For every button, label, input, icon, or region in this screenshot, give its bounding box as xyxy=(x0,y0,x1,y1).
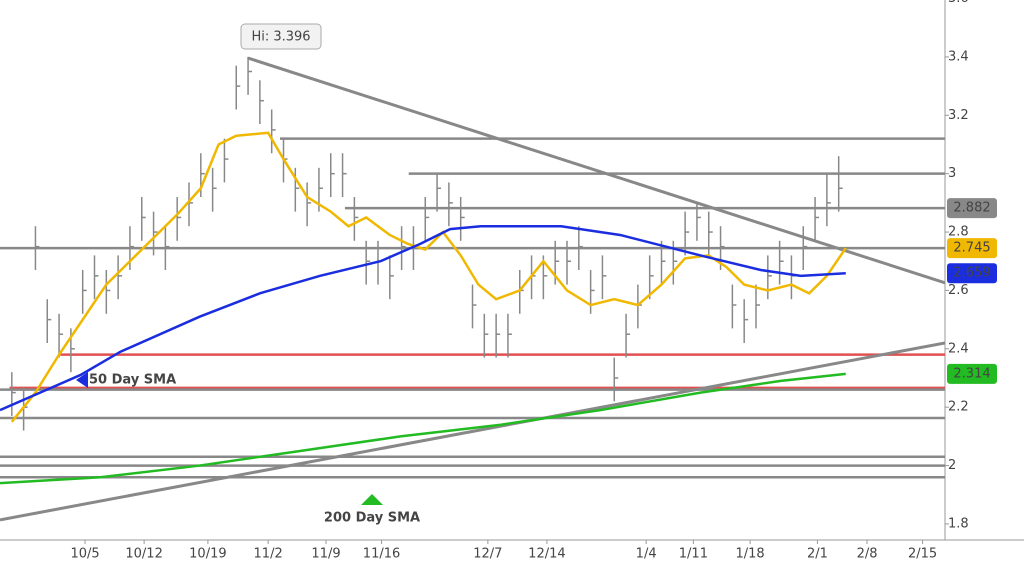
callout-box xyxy=(240,23,322,50)
y-tick-label: 3.4 xyxy=(948,49,969,64)
value-tag-label: 2.882 xyxy=(953,201,990,216)
sma-arrow xyxy=(361,494,383,505)
ma-line xyxy=(0,224,846,412)
trendline xyxy=(247,56,945,285)
x-tick-label: 12/7 xyxy=(473,547,502,562)
y-tick-label: 1.8 xyxy=(948,516,969,531)
x-tick-label: 2/1 xyxy=(807,547,828,562)
y-tick-label: 2.2 xyxy=(948,400,969,415)
x-tick-label: 2/8 xyxy=(857,547,878,562)
x-tick-label: 10/12 xyxy=(125,547,162,562)
series-label: 50 Day SMA xyxy=(89,373,176,388)
x-tick-label: 10/5 xyxy=(70,547,99,562)
callout-text: Hi: 3.396 xyxy=(251,30,310,45)
x-tick-label: 10/19 xyxy=(189,547,226,562)
plot-area xyxy=(0,56,945,522)
x-tick-label: 2/15 xyxy=(908,547,937,562)
y-tick-label: 2.6 xyxy=(948,283,969,298)
x-tick-label: 12/14 xyxy=(528,547,565,562)
ma-line xyxy=(0,372,846,485)
value-tag xyxy=(947,263,997,284)
y-tick-label: 2.8 xyxy=(948,225,969,240)
y-tick-label: 3.2 xyxy=(948,108,969,123)
value-tag-label: 2.659 xyxy=(953,266,990,281)
y-tick-label: 2.4 xyxy=(948,341,969,356)
y-tick-label: 3 xyxy=(948,166,956,181)
x-tick-label: 11/2 xyxy=(254,547,283,562)
y-tick-label: 3.6 xyxy=(948,0,969,6)
value-tag xyxy=(947,238,997,259)
value-tag xyxy=(947,363,997,384)
x-tick-label: 1/11 xyxy=(679,547,708,562)
sma-arrow xyxy=(76,372,88,388)
x-tick-label: 11/16 xyxy=(363,547,400,562)
x-tick-label: 1/18 xyxy=(735,547,764,562)
value-tag-label: 2.314 xyxy=(953,366,990,381)
trendline xyxy=(0,341,945,522)
value-tag-label: 2.745 xyxy=(953,241,990,256)
y-tick-label: 2 xyxy=(948,458,956,473)
ma-line xyxy=(10,131,847,423)
value-tag xyxy=(947,198,997,219)
x-tick-label: 1/4 xyxy=(636,547,657,562)
series-label: 200 Day SMA xyxy=(324,511,420,526)
x-tick-label: 11/9 xyxy=(311,547,340,562)
